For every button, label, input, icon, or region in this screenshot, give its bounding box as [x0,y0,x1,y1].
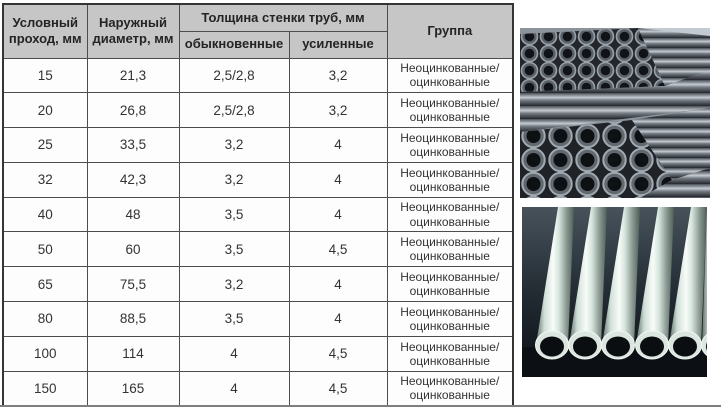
bottom-divider [0,405,721,407]
cell-group: Неоцинкованные/ оцинкованные [386,370,514,407]
cell-outer-diameter: 48 [86,196,180,233]
cell-wall-ordinary: 3,5 [178,301,290,337]
galvanized-pipes-photo [522,207,707,377]
cell-wall-ordinary: 4 [178,335,290,372]
table-row: 50 60 3,5 4,5 Неоцинкованные/ оцинкованн… [2,231,514,268]
cell-outer-diameter: 75,5 [86,266,180,303]
cell-wall-ordinary: 3,2 [178,161,290,198]
steel-pipes-stack-graphic [520,28,710,198]
cell-nominal-bore: 50 [2,231,88,268]
cell-wall-reinforced: 3,2 [288,57,388,94]
header-reinforced: усиленные [288,30,388,59]
header-group: Группа [386,3,514,59]
cell-outer-diameter: 33,5 [86,127,180,163]
cell-wall-reinforced: 4 [288,127,388,163]
cell-outer-diameter: 42,3 [86,161,180,198]
cell-group: Неоцинкованные/ оцинкованные [386,161,514,198]
cell-group: Неоцинкованные/ оцинкованные [386,231,514,268]
cell-outer-diameter: 88,5 [86,301,180,337]
cell-wall-ordinary: 2,5/2,8 [178,92,290,129]
cell-wall-ordinary: 2,5/2,8 [178,57,290,94]
cell-nominal-bore: 32 [2,161,88,198]
cell-group: Неоцинкованные/ оцинкованные [386,92,514,129]
cell-outer-diameter: 114 [86,335,180,372]
cell-wall-reinforced: 4 [288,196,388,233]
cell-wall-ordinary: 3,5 [178,196,290,233]
cell-outer-diameter: 21,3 [86,57,180,94]
table-row: 80 88,5 3,5 4 Неоцинкованные/ оцинкованн… [2,301,514,337]
cell-wall-ordinary: 4 [178,370,290,407]
cell-nominal-bore: 100 [2,335,88,372]
cell-wall-reinforced: 4,5 [288,370,388,407]
pipe-spec-table: Условный проход, мм Наружный диаметр, мм… [2,3,515,407]
cell-wall-reinforced: 4 [288,266,388,303]
header-outer-diameter: Наружный диаметр, мм [86,3,180,59]
table-row: 15 21,3 2,5/2,8 3,2 Неоцинкованные/ оцин… [2,57,514,94]
table-row: 20 26,8 2,5/2,8 3,2 Неоцинкованные/ оцин… [2,92,514,129]
header-nominal-bore: Условный проход, мм [2,3,88,59]
cell-outer-diameter: 26,8 [86,92,180,129]
header-row-2: обыкновенные усиленные [3,30,513,59]
cell-nominal-bore: 80 [2,301,88,337]
cell-group: Неоцинкованные/ оцинкованные [386,335,514,372]
cell-wall-ordinary: 3,2 [178,127,290,163]
header-wall-thickness: Толщина стенки труб, мм [178,3,388,32]
header-row-1: Условный проход, мм Наружный диаметр, мм… [2,3,514,59]
cell-wall-reinforced: 4 [288,161,388,198]
table-row: 100 114 4 4,5 Неоцинкованные/ оцинкованн… [2,335,514,372]
table-row: 65 75,5 3,2 4 Неоцинкованные/ оцинкованн… [2,266,514,303]
table-row: 32 42,3 3,2 4 Неоцинкованные/ оцинкованн… [2,161,514,198]
cell-group: Неоцинкованные/ оцинкованные [386,301,514,337]
cell-nominal-bore: 40 [2,196,88,233]
cell-group: Неоцинкованные/ оцинкованные [386,196,514,233]
cell-group: Неоцинкованные/ оцинкованные [386,127,514,163]
cell-outer-diameter: 60 [86,231,180,268]
cell-wall-ordinary: 3,2 [178,266,290,303]
cell-nominal-bore: 15 [2,57,88,94]
steel-pipes-stack-photo [520,28,710,198]
galvanized-pipes-graphic [522,207,707,377]
table-row: 40 48 3,5 4 Неоцинкованные/ оцинкованные [2,196,514,233]
cell-nominal-bore: 150 [2,370,88,407]
table-header: Условный проход, мм Наружный диаметр, мм… [2,3,514,59]
table-body: 15 21,3 2,5/2,8 3,2 Неоцинкованные/ оцин… [2,57,514,407]
cell-wall-ordinary: 3,5 [178,231,290,268]
header-ordinary: обыкновенные [178,30,290,59]
cell-outer-diameter: 165 [86,370,180,407]
cell-nominal-bore: 25 [2,127,88,163]
table-row: 25 33,5 3,2 4 Неоцинкованные/ оцинкованн… [2,127,514,163]
cell-wall-reinforced: 4 [288,301,388,337]
cell-wall-reinforced: 3,2 [288,92,388,129]
cell-wall-reinforced: 4,5 [288,335,388,372]
cell-group: Неоцинкованные/ оцинкованные [386,57,514,94]
cell-group: Неоцинкованные/ оцинкованные [386,266,514,303]
cell-nominal-bore: 20 [2,92,88,129]
cell-wall-reinforced: 4,5 [288,231,388,268]
table-row: 150 165 4 4,5 Неоцинкованные/ оцинкованн… [2,370,514,407]
cell-nominal-bore: 65 [2,266,88,303]
